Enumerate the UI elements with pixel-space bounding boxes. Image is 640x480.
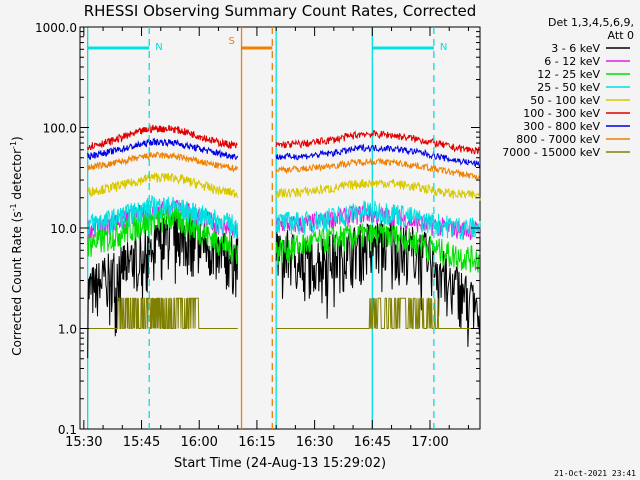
x-tick-label: 16:45 (354, 435, 391, 450)
legend-entry-label: 800 - 7000 keV (516, 133, 600, 146)
series-line-7000-15000-kev-segment-1 (87, 297, 238, 329)
series-layer (87, 124, 481, 359)
y-tick-label: 1000.0 (35, 21, 77, 35)
y-axis-label-end: ) (10, 136, 24, 141)
axis-layer: 1000.0 100.0 10.0 1.0 0.115:30 15:45 16:00 16:1… (35, 21, 480, 450)
x-tick-label: 17:00 (411, 435, 448, 450)
x-axis-label: Start Time (24-Aug-13 15:29:02) (174, 456, 386, 471)
chart-title: RHESSI Observing Summary Count Rates, Co… (84, 2, 477, 20)
x-tick-label: 16:00 (180, 435, 217, 450)
y-axis-label: Corrected Count Rate (s-1 detector-1) (9, 136, 24, 355)
series-line-800-7000-kev-segment-1 (87, 151, 239, 173)
legend-entry-label: 7000 - 15000 keV (502, 146, 600, 159)
legend-entry-label: 50 - 100 keV (530, 94, 600, 107)
series-line-12-25-kev-segment-2 (275, 223, 481, 273)
marker-label: N (440, 42, 447, 53)
series-line-50-100-kev-segment-2 (275, 178, 481, 201)
legend-entry-label: 3 - 6 keV (551, 42, 600, 55)
legend-entry-label: 100 - 300 keV (523, 107, 600, 120)
series-line-100-300-kev-segment-1 (87, 124, 238, 151)
y-axis-label-main: Corrected Count Rate (s (10, 211, 24, 355)
marker-label: S (229, 36, 235, 47)
series-line-100-300-kev-segment-2 (275, 130, 481, 155)
x-tick-label: 15:30 (65, 435, 102, 450)
series-line-300-800-kev-segment-1 (87, 137, 239, 161)
series-line-25-50-kev-segment-2 (275, 200, 481, 240)
legend-header-attenuator: Att 0 (608, 29, 634, 42)
legend-entry-label: 300 - 800 keV (523, 120, 600, 133)
marker-label: N (155, 42, 162, 53)
x-tick-label: 16:30 (296, 435, 333, 450)
legend-header-detectors: Det 1,3,4,5,6,9, (548, 16, 634, 29)
y-tick-label: 0.1 (58, 423, 77, 437)
legend-entry-label: 25 - 50 keV (537, 81, 600, 94)
series-line-300-800-kev-segment-2 (275, 143, 481, 169)
series-line-25-50-kev-segment-1 (87, 194, 239, 240)
series-line-800-7000-kev-segment-2 (275, 157, 481, 180)
series-line-7000-15000-kev-segment-2 (276, 297, 480, 329)
legend-entry-label: 12 - 25 keV (537, 68, 600, 81)
marker-layer: N NS (87, 27, 447, 429)
legend-entry-label: 6 - 12 keV (544, 55, 600, 68)
y-axis-label-sup2: -1 (9, 141, 18, 149)
y-axis-label-mid: detector (10, 149, 24, 204)
series-line-50-100-kev-segment-1 (87, 171, 239, 199)
y-tick-label: 10.0 (50, 222, 77, 236)
x-tick-label: 16:15 (238, 435, 275, 450)
y-tick-label: 1.0 (58, 323, 77, 337)
x-tick-label: 15:45 (123, 435, 160, 450)
y-axis-label-sup1: -1 (9, 203, 18, 211)
y-tick-label: 100.0 (43, 122, 77, 136)
footer-date: 21-Oct-2021 23:41 (554, 469, 636, 478)
